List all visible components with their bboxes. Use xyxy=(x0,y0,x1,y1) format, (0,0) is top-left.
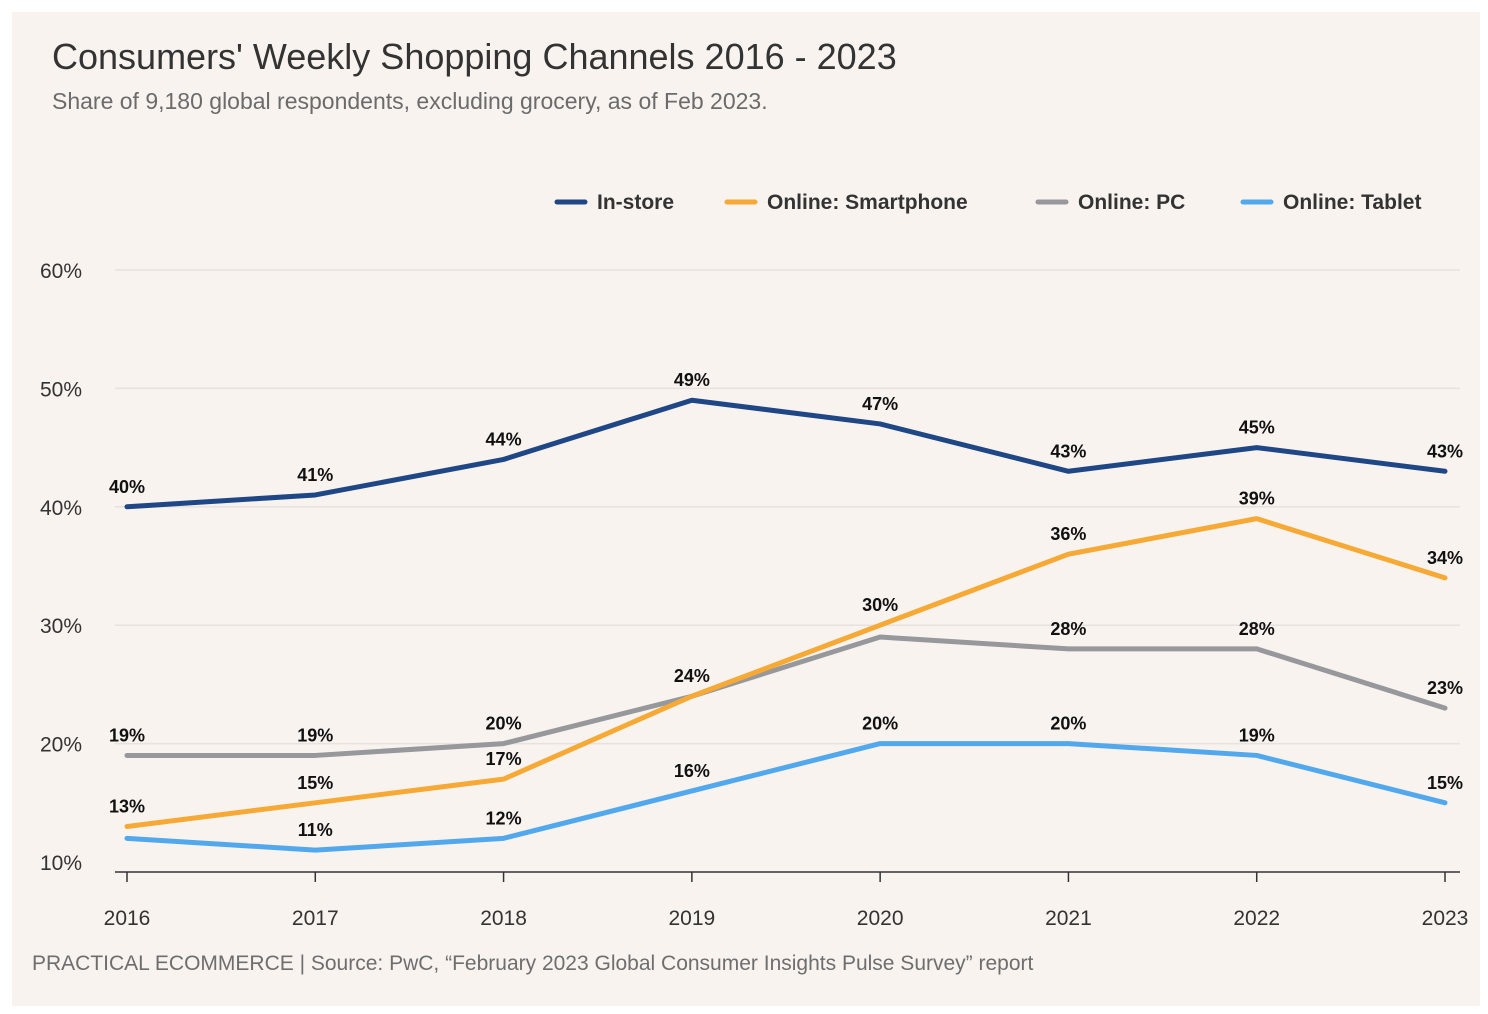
data-label: 43% xyxy=(1427,441,1463,461)
data-label: 39% xyxy=(1239,489,1275,509)
data-label: 16% xyxy=(674,761,710,781)
chart-title: Consumers' Weekly Shopping Channels 2016… xyxy=(52,36,897,77)
x-tick-label: 2023 xyxy=(1422,907,1469,930)
data-label: 44% xyxy=(486,429,522,449)
source-footer: PRACTICAL ECOMMERCE | Source: PwC, “Febr… xyxy=(32,952,1034,975)
legend-label: In-store xyxy=(597,191,674,214)
data-label: 19% xyxy=(297,725,333,745)
data-label: 20% xyxy=(862,714,898,734)
data-label: 45% xyxy=(1239,418,1275,438)
data-label: 20% xyxy=(486,714,522,734)
series-line-online-smartphone xyxy=(124,516,1448,829)
legend-label: Online: Smartphone xyxy=(767,191,968,214)
x-tick-label: 2019 xyxy=(668,907,715,930)
data-label: 41% xyxy=(297,465,333,485)
y-tick-label: 60% xyxy=(40,260,82,283)
y-tick-label: 10% xyxy=(40,852,82,875)
data-label: 15% xyxy=(1427,773,1463,793)
y-tick-label: 40% xyxy=(40,497,82,520)
data-label: 13% xyxy=(109,796,145,816)
data-label: 43% xyxy=(1050,441,1086,461)
data-label: 30% xyxy=(862,595,898,615)
legend-label: Online: Tablet xyxy=(1283,191,1421,214)
x-tick-label: 2020 xyxy=(857,907,904,930)
chart-card: Consumers' Weekly Shopping Channels 2016… xyxy=(12,12,1480,1006)
y-tick-label: 30% xyxy=(40,615,82,638)
series-line-in-store xyxy=(124,397,1448,510)
x-tick-label: 2018 xyxy=(480,907,527,930)
y-tick-label: 50% xyxy=(40,378,82,401)
data-label: 34% xyxy=(1427,548,1463,568)
series-line-online-tablet xyxy=(124,741,1448,853)
x-tick-label: 2022 xyxy=(1233,907,1280,930)
data-label: 23% xyxy=(1427,678,1463,698)
data-label: 28% xyxy=(1050,619,1086,639)
data-label: 11% xyxy=(298,820,333,840)
data-label: 40% xyxy=(109,477,145,497)
chart-subtitle: Share of 9,180 global respondents, exclu… xyxy=(52,88,768,114)
data-label: 36% xyxy=(1050,524,1086,544)
series-line-online-pc xyxy=(124,634,1448,758)
data-label: 24% xyxy=(674,666,710,686)
legend-label: Online: PC xyxy=(1078,191,1185,214)
x-tick-label: 2021 xyxy=(1045,907,1092,930)
x-tick-label: 2017 xyxy=(292,907,339,930)
data-label: 15% xyxy=(297,773,333,793)
data-label: 12% xyxy=(486,808,522,828)
data-label: 49% xyxy=(674,370,710,390)
data-label: 28% xyxy=(1239,619,1275,639)
y-tick-label: 20% xyxy=(40,734,82,757)
data-label: 47% xyxy=(862,394,898,414)
data-label: 19% xyxy=(1239,725,1275,745)
data-label: 17% xyxy=(486,749,522,769)
data-label: 20% xyxy=(1050,714,1086,734)
x-tick-label: 2016 xyxy=(104,907,151,930)
data-label: 19% xyxy=(109,725,145,745)
